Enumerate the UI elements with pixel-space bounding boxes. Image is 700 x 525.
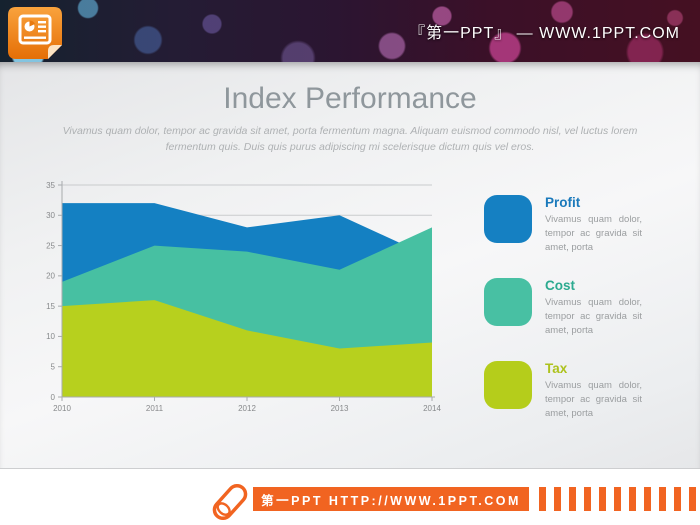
footer-stripes-decoration bbox=[539, 487, 700, 511]
area-chart: 0 5 10 15 20 25 30 35 2010 2011 2012 2013 2014 bbox=[35, 180, 450, 415]
legend-item-cost: Cost Vivamus quam dolor, tempor ac gravi… bbox=[484, 278, 654, 338]
pill-icon bbox=[209, 482, 251, 525]
legend-label: Tax bbox=[545, 361, 568, 376]
slide-preview: Index Performance Vivamus quam dolor, te… bbox=[0, 62, 700, 469]
svg-text:0: 0 bbox=[51, 393, 56, 402]
site-footer: 第一PPT HTTP://WWW.1PPT.COM bbox=[0, 470, 700, 525]
svg-text:20: 20 bbox=[46, 272, 55, 281]
legend-description: Vivamus quam dolor, tempor ac gravida si… bbox=[545, 380, 642, 419]
legend-label: Cost bbox=[545, 278, 575, 293]
cost-swatch bbox=[484, 278, 532, 326]
site-title[interactable]: 『第一PPT』 — WWW.1PPT.COM bbox=[409, 25, 680, 42]
legend-item-tax: Tax Vivamus quam dolor, tempor ac gravid… bbox=[484, 361, 654, 421]
chart-legend: Profit Vivamus quam dolor, tempor ac gra… bbox=[484, 195, 654, 444]
svg-text:25: 25 bbox=[46, 241, 55, 250]
svg-text:10: 10 bbox=[46, 332, 55, 341]
svg-text:35: 35 bbox=[46, 181, 55, 190]
svg-text:2010: 2010 bbox=[53, 404, 71, 413]
tax-swatch bbox=[484, 361, 532, 409]
svg-text:2014: 2014 bbox=[423, 404, 441, 413]
slide-subtitle: Vivamus quam dolor, tempor ac gravida si… bbox=[62, 125, 638, 153]
legend-description: Vivamus quam dolor, tempor ac gravida si… bbox=[545, 297, 642, 336]
profit-swatch bbox=[484, 195, 532, 243]
legend-description: Vivamus quam dolor, tempor ac gravida si… bbox=[545, 214, 642, 253]
legend-item-profit: Profit Vivamus quam dolor, tempor ac gra… bbox=[484, 195, 654, 255]
powerpoint-logo-icon[interactable] bbox=[8, 7, 62, 64]
svg-text:15: 15 bbox=[46, 302, 55, 311]
svg-text:2011: 2011 bbox=[146, 404, 164, 413]
site-header-banner: 『第一PPT』 — WWW.1PPT.COM bbox=[0, 0, 700, 62]
legend-label: Profit bbox=[545, 195, 581, 210]
footer-site-link[interactable]: 第一PPT HTTP://WWW.1PPT.COM bbox=[253, 487, 529, 511]
svg-text:5: 5 bbox=[51, 363, 56, 372]
svg-text:2013: 2013 bbox=[331, 404, 349, 413]
svg-text:30: 30 bbox=[46, 211, 55, 220]
svg-text:2012: 2012 bbox=[238, 404, 256, 413]
slide-title: Index Performance bbox=[223, 82, 477, 115]
